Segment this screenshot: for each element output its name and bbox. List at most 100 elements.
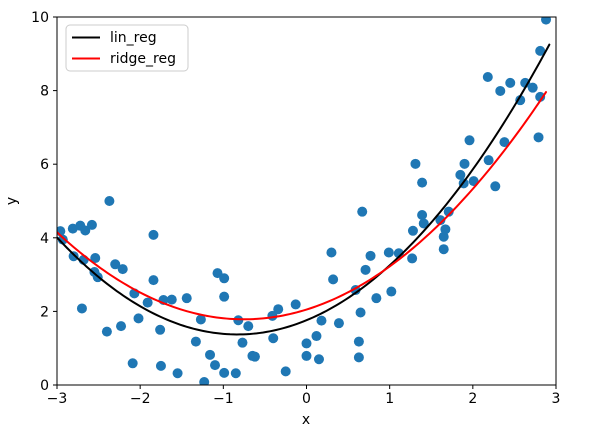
scatter-point — [435, 215, 446, 226]
scatter-point — [148, 275, 159, 286]
scatter-point — [80, 225, 91, 236]
scatter-point — [199, 377, 210, 385]
scatter-point — [237, 337, 248, 348]
scatter-point — [76, 303, 87, 314]
scatter-point — [505, 77, 516, 88]
scatter-point — [190, 336, 201, 347]
legend-label-ridge-reg: ridge_reg — [110, 51, 176, 67]
y-tick-label: 0 — [40, 378, 49, 394]
x-tick-label: −2 — [130, 391, 151, 407]
scatter-point — [357, 206, 368, 217]
scatter-point — [127, 358, 138, 369]
scatter-point — [142, 297, 153, 308]
x-tick-label: 1 — [385, 391, 394, 407]
scatter-point — [417, 209, 428, 220]
scatter-point — [360, 264, 371, 275]
scatter-point — [90, 253, 101, 264]
scatter-point — [155, 324, 166, 335]
scatter-point — [210, 360, 221, 371]
scatter-point — [313, 354, 324, 365]
scatter-point — [407, 225, 418, 236]
x-tick-label: −3 — [47, 391, 68, 407]
scatter-point — [219, 367, 230, 378]
scatter-point — [482, 71, 493, 82]
legend-label-lin-reg: lin_reg — [110, 30, 157, 46]
scatter-point — [520, 77, 531, 88]
scatter-point — [443, 206, 454, 217]
scatter-point — [243, 321, 254, 332]
scatter-point — [464, 135, 475, 146]
scatter-point — [407, 253, 418, 264]
x-tick-label: 0 — [302, 391, 311, 407]
scatter-point — [219, 291, 230, 302]
y-tick-label: 4 — [40, 231, 49, 247]
scatter-point — [383, 247, 394, 258]
scatter-point — [499, 137, 510, 148]
y-tick-label: 2 — [40, 304, 49, 320]
scatter-point — [326, 247, 337, 258]
scatter-point — [230, 368, 241, 379]
x-tick-label: −1 — [213, 391, 234, 407]
axes-spines — [56, 16, 557, 386]
axis-ticks: −3 −2 −1 0 1 2 3 0 2 4 6 8 10 — [31, 10, 560, 407]
scatter-point — [495, 85, 506, 96]
scatter-point — [365, 250, 376, 261]
scatter-point — [353, 336, 364, 347]
scatter-point — [205, 349, 216, 360]
scatter-point — [155, 360, 166, 371]
scatter-point — [195, 314, 206, 325]
scatter-point — [181, 293, 192, 304]
scatter-point — [353, 352, 364, 363]
scatter-point — [117, 264, 128, 275]
x-axis-label: x — [302, 412, 310, 428]
scatter-point — [440, 224, 451, 235]
y-axis-label: y — [4, 197, 20, 205]
scatter-point — [527, 82, 538, 93]
scatter-point — [371, 293, 382, 304]
x-tick-label: 2 — [468, 391, 477, 407]
scatter-point — [355, 307, 366, 318]
scatter-point — [116, 321, 127, 332]
scatter-point — [418, 218, 429, 229]
scatter-point — [268, 333, 279, 344]
legend: lin_reg ridge_reg — [65, 24, 189, 72]
scatter-point — [410, 158, 421, 169]
lin-reg-curve — [57, 43, 551, 336]
scatter-point — [249, 351, 260, 362]
y-tick-label: 10 — [31, 10, 49, 26]
scatter-point — [483, 155, 494, 166]
scatter-point — [333, 318, 344, 329]
scatter-point — [110, 259, 121, 270]
scatter-point — [316, 315, 327, 326]
scatter-point — [172, 368, 183, 379]
scatter-point — [101, 326, 112, 337]
scatter-point — [417, 177, 428, 188]
scatter-point — [290, 299, 301, 310]
scatter-point — [166, 294, 177, 305]
scatter-point — [104, 196, 115, 206]
scatter-point — [148, 229, 159, 240]
scatter-point — [301, 338, 312, 349]
scatter-point — [386, 286, 397, 297]
scatter-point — [133, 313, 144, 324]
scatter-point — [301, 350, 312, 361]
scatter-series — [57, 17, 552, 385]
scatter-point — [541, 17, 552, 25]
scatter-point — [86, 219, 97, 230]
scatter-point — [459, 158, 470, 169]
scatter-point — [67, 223, 78, 234]
scatter-point — [490, 181, 501, 192]
ridge-reg-curve — [57, 91, 548, 321]
scatter-point — [328, 274, 339, 285]
scatter-point — [273, 304, 284, 315]
scatter-point — [535, 45, 546, 56]
scatter-point — [438, 244, 449, 255]
y-tick-label: 6 — [40, 157, 49, 173]
scatter-point — [455, 169, 466, 180]
scatter-point — [535, 91, 546, 102]
scatter-point — [68, 251, 79, 262]
scatter-point — [233, 315, 244, 326]
plot-area — [57, 17, 556, 385]
